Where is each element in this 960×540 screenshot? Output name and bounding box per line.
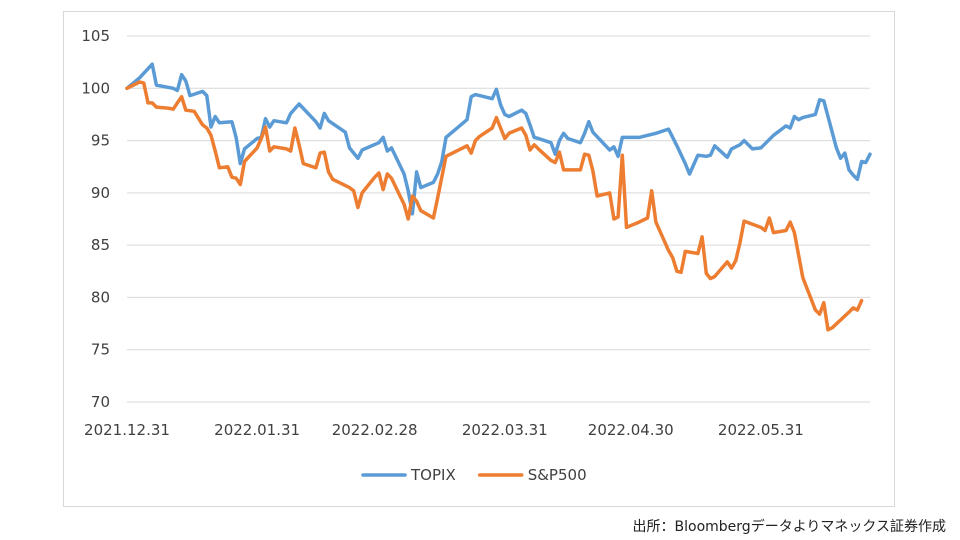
y-tick-label: 105	[81, 27, 110, 45]
legend-label-topix: TOPIX	[410, 466, 456, 484]
y-tick-label: 90	[91, 184, 110, 202]
x-tick-label: 2022.03.31	[462, 421, 548, 439]
x-tick-label: 2022.01.31	[214, 421, 300, 439]
x-tick-label: 2022.05.31	[718, 421, 804, 439]
y-tick-label: 80	[91, 288, 110, 306]
y-tick-label: 100	[81, 79, 110, 97]
chart-frame	[63, 11, 895, 507]
x-tick-label: 2022.04.30	[588, 421, 674, 439]
y-tick-label: 85	[91, 236, 110, 254]
series-line-topix	[125, 62, 872, 216]
y-tick-label: 70	[91, 393, 110, 411]
series-line-sp500	[125, 80, 864, 332]
x-tick-label: 2021.12.31	[84, 421, 170, 439]
x-tick-label: 2022.02.28	[332, 421, 418, 439]
legend-label-sp500: S&P500	[528, 466, 587, 484]
y-tick-label: 95	[91, 132, 110, 150]
y-tick-label: 75	[91, 341, 110, 359]
source-note: 出所：Bloombergデータよりマネックス証券作成	[632, 519, 946, 535]
